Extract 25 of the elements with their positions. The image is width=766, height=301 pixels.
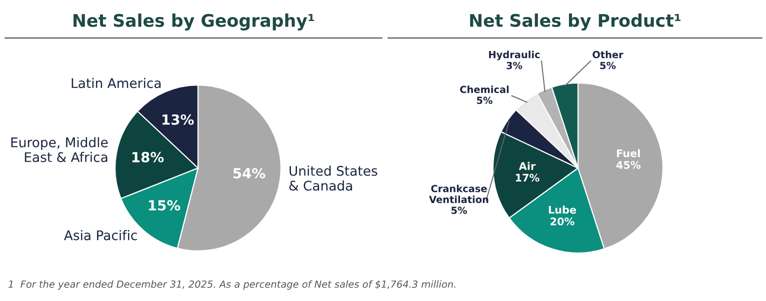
slice-label: Fuel <box>617 149 640 158</box>
data-label: 5% <box>451 206 467 214</box>
data-label: 5% <box>476 96 492 104</box>
data-label: 13% <box>162 114 194 125</box>
slice-label: Latin America <box>72 78 161 88</box>
data-label: 45% <box>616 160 641 169</box>
data-label: 20% <box>550 217 574 226</box>
data-label: 54% <box>233 168 266 178</box>
slice-label: United States & Canada <box>289 166 378 191</box>
slice-label: Lube <box>548 206 576 214</box>
slice-label: Europe, Middle East & Africa <box>11 137 108 162</box>
slice-label: Crankcase Ventilation <box>429 184 488 204</box>
chart-title: Net Sales by Geography¹ <box>74 14 314 30</box>
slice-label: Chemical <box>460 86 509 94</box>
data-label: 18% <box>132 152 164 162</box>
slice-label: Other <box>592 50 624 58</box>
data-label: 5% <box>600 62 616 70</box>
text: 1 For the year ended December 31, 2025. As a percentage of Net sales of $1,764.3 million. <box>8 280 456 290</box>
slice-label: Hydraulic <box>489 50 540 60</box>
chart-title: Net Sales by Product¹ <box>470 14 681 30</box>
data-label: 17% <box>516 174 540 182</box>
data-label: 3% <box>506 62 522 70</box>
data-label: 15% <box>148 200 180 211</box>
slice-label: Air <box>518 162 536 170</box>
slice-label: Asia Pacific <box>64 230 137 240</box>
